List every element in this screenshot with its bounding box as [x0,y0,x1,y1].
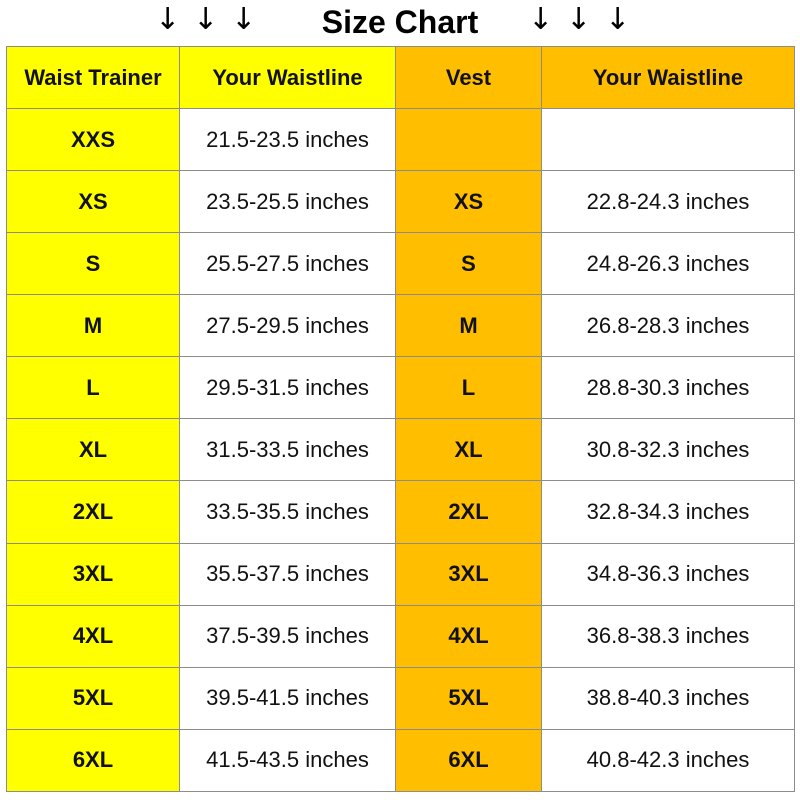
trainer-size-cell: 3XL [6,542,180,606]
trainer-size-cell: 6XL [6,728,180,793]
vest-size-cell: 2XL [395,480,542,544]
vest-size-cell: L [395,356,542,420]
trainer-size-cell: 2XL [6,480,180,544]
vest-size-cell [395,107,542,172]
vest-size-cell: 4XL [395,604,542,668]
trainer-size-cell: XL [6,418,180,482]
header-waist-trainer: Waist Trainer [6,46,180,109]
trainer-size-cell: S [6,232,180,296]
header-row: Waist Trainer Your Waistline Vest Your W… [6,46,795,109]
vest-size-cell: 5XL [395,666,542,730]
header-vest: Vest [395,46,542,109]
trainer-waistline-cell: 23.5-25.5 inches [179,170,396,234]
trainer-waistline-cell: 37.5-39.5 inches [179,604,396,668]
vest-waistline-cell: 22.8-24.3 inches [541,170,795,234]
table-row: 5XL 39.5-41.5 inches 5XL 38.8-40.3 inches [6,666,795,730]
vest-waistline-cell: 30.8-32.3 inches [541,418,795,482]
vest-size-cell: XS [395,170,542,234]
table-row: 2XL 33.5-35.5 inches 2XL 32.8-34.3 inches [6,480,795,544]
down-arrow-icon: ↓ [605,2,631,37]
header-trainer-waistline: Your Waistline [179,46,396,109]
vest-waistline-cell: 28.8-30.3 inches [541,356,795,420]
table-row: 3XL 35.5-37.5 inches 3XL 34.8-36.3 inches [6,542,795,606]
vest-waistline-cell: 40.8-42.3 inches [541,728,795,793]
trainer-waistline-cell: 27.5-29.5 inches [179,294,396,358]
size-chart-table: Waist Trainer Your Waistline Vest Your W… [6,46,795,793]
trainer-waistline-cell: 29.5-31.5 inches [179,356,396,420]
table-row: XS 23.5-25.5 inches XS 22.8-24.3 inches [6,170,795,234]
trainer-waistline-cell: 31.5-33.5 inches [179,418,396,482]
vest-size-cell: 3XL [395,542,542,606]
down-arrow-icon: ↓ [528,2,554,37]
trainer-waistline-cell: 35.5-37.5 inches [179,542,396,606]
table-row: S 25.5-27.5 inches S 24.8-26.3 inches [6,232,795,296]
vest-size-cell: M [395,294,542,358]
vest-waistline-cell: 32.8-34.3 inches [541,480,795,544]
vest-size-cell: XL [395,418,542,482]
trainer-size-cell: 5XL [6,666,180,730]
table-row: 6XL 41.5-43.5 inches 6XL 40.8-42.3 inches [6,728,795,793]
vest-waistline-cell [541,107,795,172]
trainer-size-cell: XXS [6,107,180,172]
down-arrow-icon: ↓ [566,2,592,37]
trainer-waistline-cell: 21.5-23.5 inches [179,107,396,172]
page-title: Size Chart [321,4,479,40]
table-row: M 27.5-29.5 inches M 26.8-28.3 inches [6,294,795,358]
table-row: L 29.5-31.5 inches L 28.8-30.3 inches [6,356,795,420]
trainer-size-cell: 4XL [6,604,180,668]
vest-waistline-cell: 38.8-40.3 inches [541,666,795,730]
vest-waistline-cell: 36.8-38.3 inches [541,604,795,668]
table-row: XXS 21.5-23.5 inches [6,107,795,172]
trainer-waistline-cell: 25.5-27.5 inches [179,232,396,296]
vest-waistline-cell: 34.8-36.3 inches [541,542,795,606]
vest-waistline-cell: 26.8-28.3 inches [541,294,795,358]
trainer-size-cell: M [6,294,180,358]
trainer-waistline-cell: 33.5-35.5 inches [179,480,396,544]
trainer-waistline-cell: 41.5-43.5 inches [179,728,396,793]
title-bar: ↓ ↓ ↓ Size Chart ↓ ↓ ↓ [0,0,800,44]
trainer-size-cell: XS [6,170,180,234]
vest-waistline-cell: 24.8-26.3 inches [541,232,795,296]
trainer-size-cell: L [6,356,180,420]
table-row: XL 31.5-33.5 inches XL 30.8-32.3 inches [6,418,795,482]
vest-size-cell: S [395,232,542,296]
trainer-waistline-cell: 39.5-41.5 inches [179,666,396,730]
header-vest-waistline: Your Waistline [541,46,795,109]
size-chart-body: XXS 21.5-23.5 inches XS 23.5-25.5 inches XS 2… [6,107,795,793]
table-row: 4XL 37.5-39.5 inches 4XL 36.8-38.3 inches [6,604,795,668]
vest-size-cell: 6XL [395,728,542,793]
